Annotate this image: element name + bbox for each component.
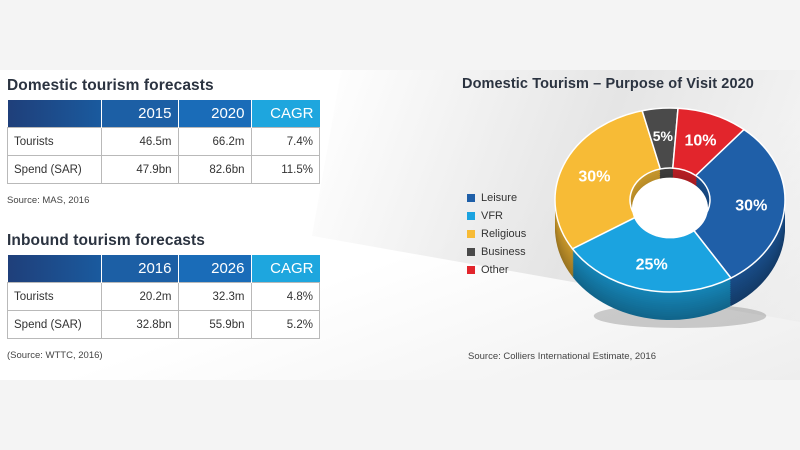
chart-source-note: Source: Colliers International Estimate,… <box>468 351 656 362</box>
table-row: Tourists 20.2m 32.3m 4.8% <box>7 282 320 311</box>
header-year-start: 2015 <box>100 100 178 128</box>
legend-label: Business <box>481 246 526 258</box>
domestic-forecast-section: Domestic tourism forecasts 2015 2020 CAG… <box>7 77 320 206</box>
legend-swatch-icon <box>467 194 475 202</box>
slice-value-label-business: 5% <box>653 128 674 144</box>
header-cagr: CAGR <box>250 255 320 283</box>
legend-swatch-icon <box>467 266 475 274</box>
table-cell: 11.5% <box>250 155 320 184</box>
slice-value-label-religious: 30% <box>578 169 610 186</box>
table-row: Spend (SAR) 32.8bn 55.9bn 5.2% <box>7 310 320 339</box>
table-cell: 55.9bn <box>177 310 252 339</box>
header-year-end: 2026 <box>177 255 251 283</box>
legend-item-other: Other <box>467 261 526 279</box>
table-row: Spend (SAR) 47.9bn 82.6bn 11.5% <box>7 155 320 184</box>
row-label: Spend (SAR) <box>7 310 102 339</box>
chart-legend: Leisure VFR Religious Business Other <box>467 189 526 279</box>
table-cell: 32.3m <box>177 282 252 311</box>
legend-label: Other <box>481 264 509 276</box>
legend-label: Religious <box>481 228 527 240</box>
legend-item-leisure: Leisure <box>467 189 526 207</box>
header-blank-cell <box>7 255 101 283</box>
inbound-table-title: Inbound tourism forecasts <box>7 232 205 249</box>
table-cell: 5.2% <box>250 310 320 339</box>
donut-slice-other <box>671 107 746 177</box>
purpose-of-visit-donut-chart: 30% 25% 30% 5% 10% <box>554 107 786 328</box>
header-blank-cell <box>7 100 101 128</box>
header-year-end: 2020 <box>177 100 251 128</box>
legend-item-religious: Religious <box>467 225 526 243</box>
table-cell: 7.4% <box>250 127 320 156</box>
slice-value-label-vfr: 25% <box>636 257 668 274</box>
donut-slice-leisure <box>690 128 786 279</box>
legend-label: Leisure <box>481 192 518 204</box>
header-year-start: 2016 <box>100 255 178 283</box>
table-header-row: 2016 2026 CAGR <box>7 255 320 283</box>
legend-swatch-icon <box>467 212 475 220</box>
row-label: Tourists <box>7 282 102 311</box>
donut-hole <box>632 177 708 239</box>
row-label: Tourists <box>7 127 102 156</box>
domestic-source-note: Source: MAS, 2016 <box>7 195 90 206</box>
table-header-row: 2015 2020 CAGR <box>7 100 320 128</box>
domestic-table-title: Domestic tourism forecasts <box>7 77 214 94</box>
slice-value-label-other: 10% <box>685 133 717 150</box>
legend-swatch-icon <box>467 248 475 256</box>
table-cell: 82.6bn <box>177 155 252 184</box>
table-cell: 4.8% <box>250 282 320 311</box>
slice-value-label-leisure: 30% <box>735 198 767 215</box>
chart-title: Domestic Tourism – Purpose of Visit 2020 <box>462 76 754 92</box>
legend-item-business: Business <box>467 243 526 261</box>
inbound-forecast-table: 2016 2026 CAGR Tourists 20.2m 32.3m 4.8%… <box>7 255 320 339</box>
table-cell: 46.5m <box>100 127 179 156</box>
table-cell: 66.2m <box>177 127 252 156</box>
legend-label: VFR <box>481 210 503 222</box>
domestic-forecast-table: 2015 2020 CAGR Tourists 46.5m 66.2m 7.4%… <box>7 100 320 184</box>
table-cell: 20.2m <box>100 282 179 311</box>
legend-item-vfr: VFR <box>467 207 526 225</box>
inbound-source-note: (Source: WTTC, 2016) <box>7 350 103 361</box>
table-cell: 32.8bn <box>100 310 179 339</box>
inbound-forecast-section: Inbound tourism forecasts 2016 2026 CAGR… <box>7 232 320 361</box>
table-cell: 47.9bn <box>100 155 179 184</box>
legend-swatch-icon <box>467 230 475 238</box>
header-cagr: CAGR <box>250 100 320 128</box>
row-label: Spend (SAR) <box>7 155 102 184</box>
table-row: Tourists 46.5m 66.2m 7.4% <box>7 127 320 156</box>
